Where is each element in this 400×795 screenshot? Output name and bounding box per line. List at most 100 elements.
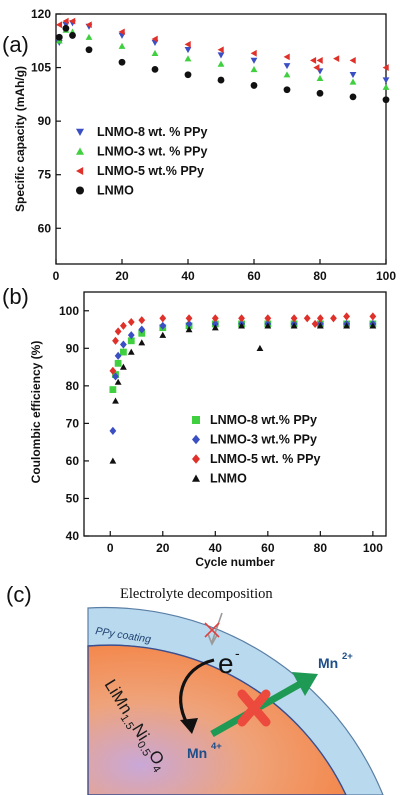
data-point-series-3 [62,17,69,25]
data-point-series-3 [211,314,219,323]
data-point-series-1 [127,337,135,345]
data-point-series-4 [185,326,193,333]
data-point-series-3 [127,317,135,327]
data-point-series-3 [159,314,167,323]
data-point-series-2 [138,325,146,334]
x-tick-label: 40 [181,269,195,282]
data-point-series-4 [118,58,126,66]
data-point-series-3 [313,64,320,71]
data-point-series-3 [382,64,389,71]
y-tick-label: 60 [38,221,52,235]
legend-marker-3 [76,167,84,175]
data-point-series-1 [349,71,357,79]
legend-label-3: LNMO-5 wt.% PPy [97,164,204,178]
x-tick-label: 100 [376,269,396,282]
data-point-series-3 [55,21,63,29]
data-point-series-4 [316,322,324,329]
x-tick-label: 40 [209,541,223,555]
panel-label-c: (c) [6,582,32,607]
data-point-series-4 [264,322,272,329]
chart-b: (b) 0 20 40 60 80 100 40 50 60 70 80 90 100 Coulombi… [2,284,387,569]
data-point-series-4 [343,322,351,329]
legend-marker-3 [192,454,200,464]
data-point-series-3 [330,314,337,323]
data-point-series-4 [369,322,377,329]
data-point-series-1 [184,46,192,54]
y-tick-label: 80 [66,379,80,393]
data-point-series-3 [114,327,122,336]
data-point-series-3 [238,314,245,323]
data-point-series-1 [119,348,127,356]
plot-frame-b [83,291,387,537]
legend-marker-2 [192,434,200,445]
data-point-series-3 [333,55,340,63]
panel-label-a: (a) [2,32,29,57]
data-point-series-3 [290,314,298,323]
data-point-series-4 [85,46,93,54]
y-tick-label: 40 [66,529,80,543]
ticks-a: 0 20 40 60 80 100 60 75 90 105 120 [31,7,396,282]
data-point-series-2 [217,60,225,67]
data-point-series-2 [118,42,126,49]
data-point-series-2 [185,319,193,328]
data-point-series-4 [62,24,70,32]
data-point-series-1 [109,386,117,393]
plot-frame-a [55,13,387,265]
data-point-series-2 [250,65,258,73]
legend-label-3: LNMO-5 wt. % PPy [210,452,320,466]
data-point-series-4 [151,65,159,73]
legend-label-1: LNMO-8 wt. % PPy [97,125,207,139]
data-point-series-4 [69,32,76,39]
data-point-series-4 [382,96,390,104]
series-marks-b [109,312,377,464]
y-tick-label: 50 [66,491,80,505]
data-point-series-3 [349,57,356,64]
mn-migration-arrow-head-icon [292,672,318,696]
data-point-series-3 [138,316,146,325]
x-tick-label: 60 [247,269,261,282]
data-point-series-4 [184,71,192,79]
x-tick-label: 20 [156,541,170,555]
data-point-series-4 [238,322,245,329]
legend-marker-4 [192,474,200,482]
data-point-series-3 [118,28,125,36]
data-point-series-4 [55,33,63,41]
data-point-series-3 [185,314,193,323]
x-tick-label: 80 [313,269,327,282]
data-point-series-4 [114,378,122,385]
data-point-series-2 [283,71,291,78]
data-point-series-4 [211,324,219,331]
data-point-series-2 [159,321,167,330]
data-point-series-4 [283,86,291,94]
legend-a: LNMO-8 wt. % PPy LNMO-3 wt. % PPy LNMO-5 w… [76,125,207,198]
data-point-series-4 [349,93,357,101]
data-point-series-1 [250,57,258,64]
mn2-label: Mn [318,655,338,671]
y-tick-label: 120 [31,7,51,21]
x-tick-label: 80 [314,541,328,555]
data-point-series-2 [349,78,357,85]
data-point-series-2 [114,351,122,360]
y-tick-label: 60 [66,454,80,468]
data-point-series-2 [109,426,117,435]
data-point-series-4 [112,397,119,404]
data-point-series-3 [303,314,311,323]
schematic-c: (c) Electrolyte decomposition PPy coatin… [6,582,384,795]
x-tick-label: 20 [115,269,129,282]
y-tick-label: 75 [38,168,52,182]
data-point-series-3 [264,314,272,323]
data-point-series-3 [69,17,76,25]
data-point-series-3 [283,53,290,61]
electrolyte-decomposition-label: Electrolyte decomposition [120,586,273,602]
data-point-series-2 [85,33,93,40]
y-tick-label: 90 [66,341,80,355]
y-tick-label: 105 [31,61,51,75]
y-axis-label-a: Specific capacity (mAh/g) [13,66,27,212]
data-point-series-4 [127,348,135,355]
data-point-series-4 [290,322,298,329]
data-point-series-3 [369,312,377,321]
data-point-series-2 [112,372,119,381]
data-point-series-4 [109,457,117,464]
electron-arrow-head-icon [180,718,198,734]
x-tick-label: 0 [107,541,114,555]
